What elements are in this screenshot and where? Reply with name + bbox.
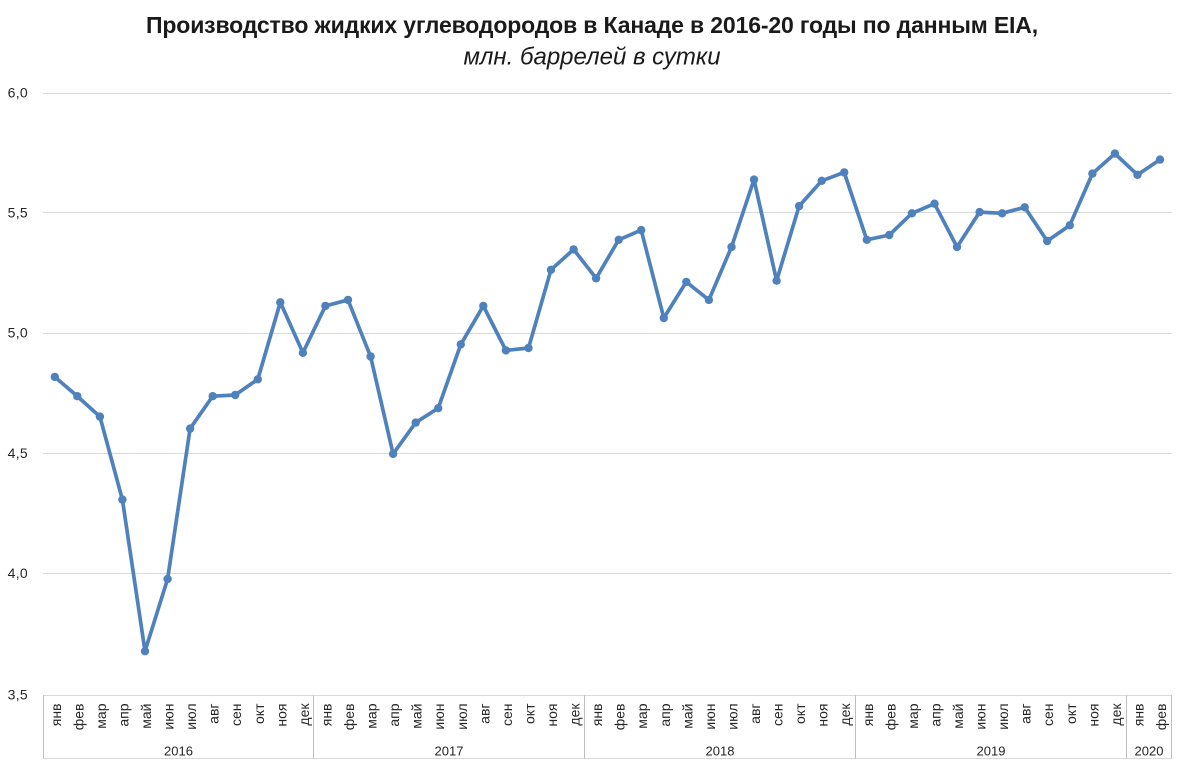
svg-text:фев: фев: [612, 704, 628, 731]
svg-text:окт: окт: [251, 703, 267, 724]
svg-text:мар: мар: [93, 703, 109, 728]
svg-text:5,0: 5,0: [8, 325, 28, 341]
svg-text:сен: сен: [1040, 704, 1056, 727]
svg-text:июн: июн: [161, 704, 177, 730]
svg-text:2016: 2016: [164, 744, 193, 759]
svg-text:авг: авг: [206, 704, 222, 724]
svg-text:авг: авг: [747, 704, 763, 724]
svg-text:ноя: ноя: [544, 704, 560, 727]
svg-text:мар: мар: [634, 703, 650, 728]
svg-text:июл: июл: [454, 704, 470, 730]
svg-text:мар: мар: [364, 703, 380, 728]
svg-text:окт: окт: [1063, 703, 1079, 724]
svg-text:май: май: [409, 704, 425, 729]
svg-text:апр: апр: [928, 703, 944, 726]
svg-text:Производство жидких углеводоро: Производство жидких углеводородов в Кана…: [146, 12, 1038, 38]
svg-text:млн. баррелей в сутки: млн. баррелей в сутки: [463, 44, 720, 71]
svg-text:май: май: [138, 704, 154, 729]
svg-text:сен: сен: [228, 704, 244, 727]
svg-text:авг: авг: [476, 704, 492, 724]
svg-text:окт: окт: [522, 703, 538, 724]
svg-text:авг: авг: [1018, 704, 1034, 724]
svg-text:июл: июл: [183, 704, 199, 730]
svg-text:2019: 2019: [977, 744, 1006, 759]
svg-text:июн: июн: [702, 704, 718, 730]
svg-text:апр: апр: [657, 703, 673, 726]
svg-text:3,5: 3,5: [8, 687, 28, 703]
svg-text:сен: сен: [770, 704, 786, 727]
svg-text:июл: июл: [995, 704, 1011, 730]
svg-text:4,0: 4,0: [8, 565, 28, 581]
svg-text:янв: янв: [1131, 704, 1147, 727]
svg-text:4,5: 4,5: [8, 445, 28, 461]
svg-text:май: май: [679, 704, 695, 729]
svg-text:сен: сен: [499, 704, 515, 727]
svg-text:ноя: ноя: [815, 704, 831, 727]
svg-text:июн: июн: [431, 704, 447, 730]
svg-text:фев: фев: [1153, 704, 1169, 731]
svg-text:янв: янв: [589, 704, 605, 727]
svg-text:ноя: ноя: [1085, 704, 1101, 727]
svg-text:дек: дек: [567, 703, 583, 726]
svg-text:янв: янв: [48, 704, 64, 727]
svg-text:фев: фев: [341, 704, 357, 731]
svg-text:май: май: [950, 704, 966, 729]
svg-text:6,0: 6,0: [8, 84, 28, 100]
svg-text:мар: мар: [905, 703, 921, 728]
svg-text:фев: фев: [882, 704, 898, 731]
svg-text:2017: 2017: [435, 744, 464, 759]
svg-text:2018: 2018: [706, 744, 735, 759]
svg-text:июл: июл: [725, 704, 741, 730]
svg-text:июн: июн: [973, 704, 989, 730]
svg-text:2020: 2020: [1135, 744, 1164, 759]
svg-text:дек: дек: [1108, 703, 1124, 726]
svg-text:апр: апр: [386, 703, 402, 726]
svg-text:ноя: ноя: [273, 704, 289, 727]
svg-text:5,5: 5,5: [8, 205, 28, 221]
svg-text:дек: дек: [837, 703, 853, 726]
svg-text:янв: янв: [318, 704, 334, 727]
svg-text:окт: окт: [792, 703, 808, 724]
svg-text:апр: апр: [115, 703, 131, 726]
svg-text:дек: дек: [296, 703, 312, 726]
svg-text:янв: янв: [860, 704, 876, 727]
svg-text:фев: фев: [70, 704, 86, 731]
